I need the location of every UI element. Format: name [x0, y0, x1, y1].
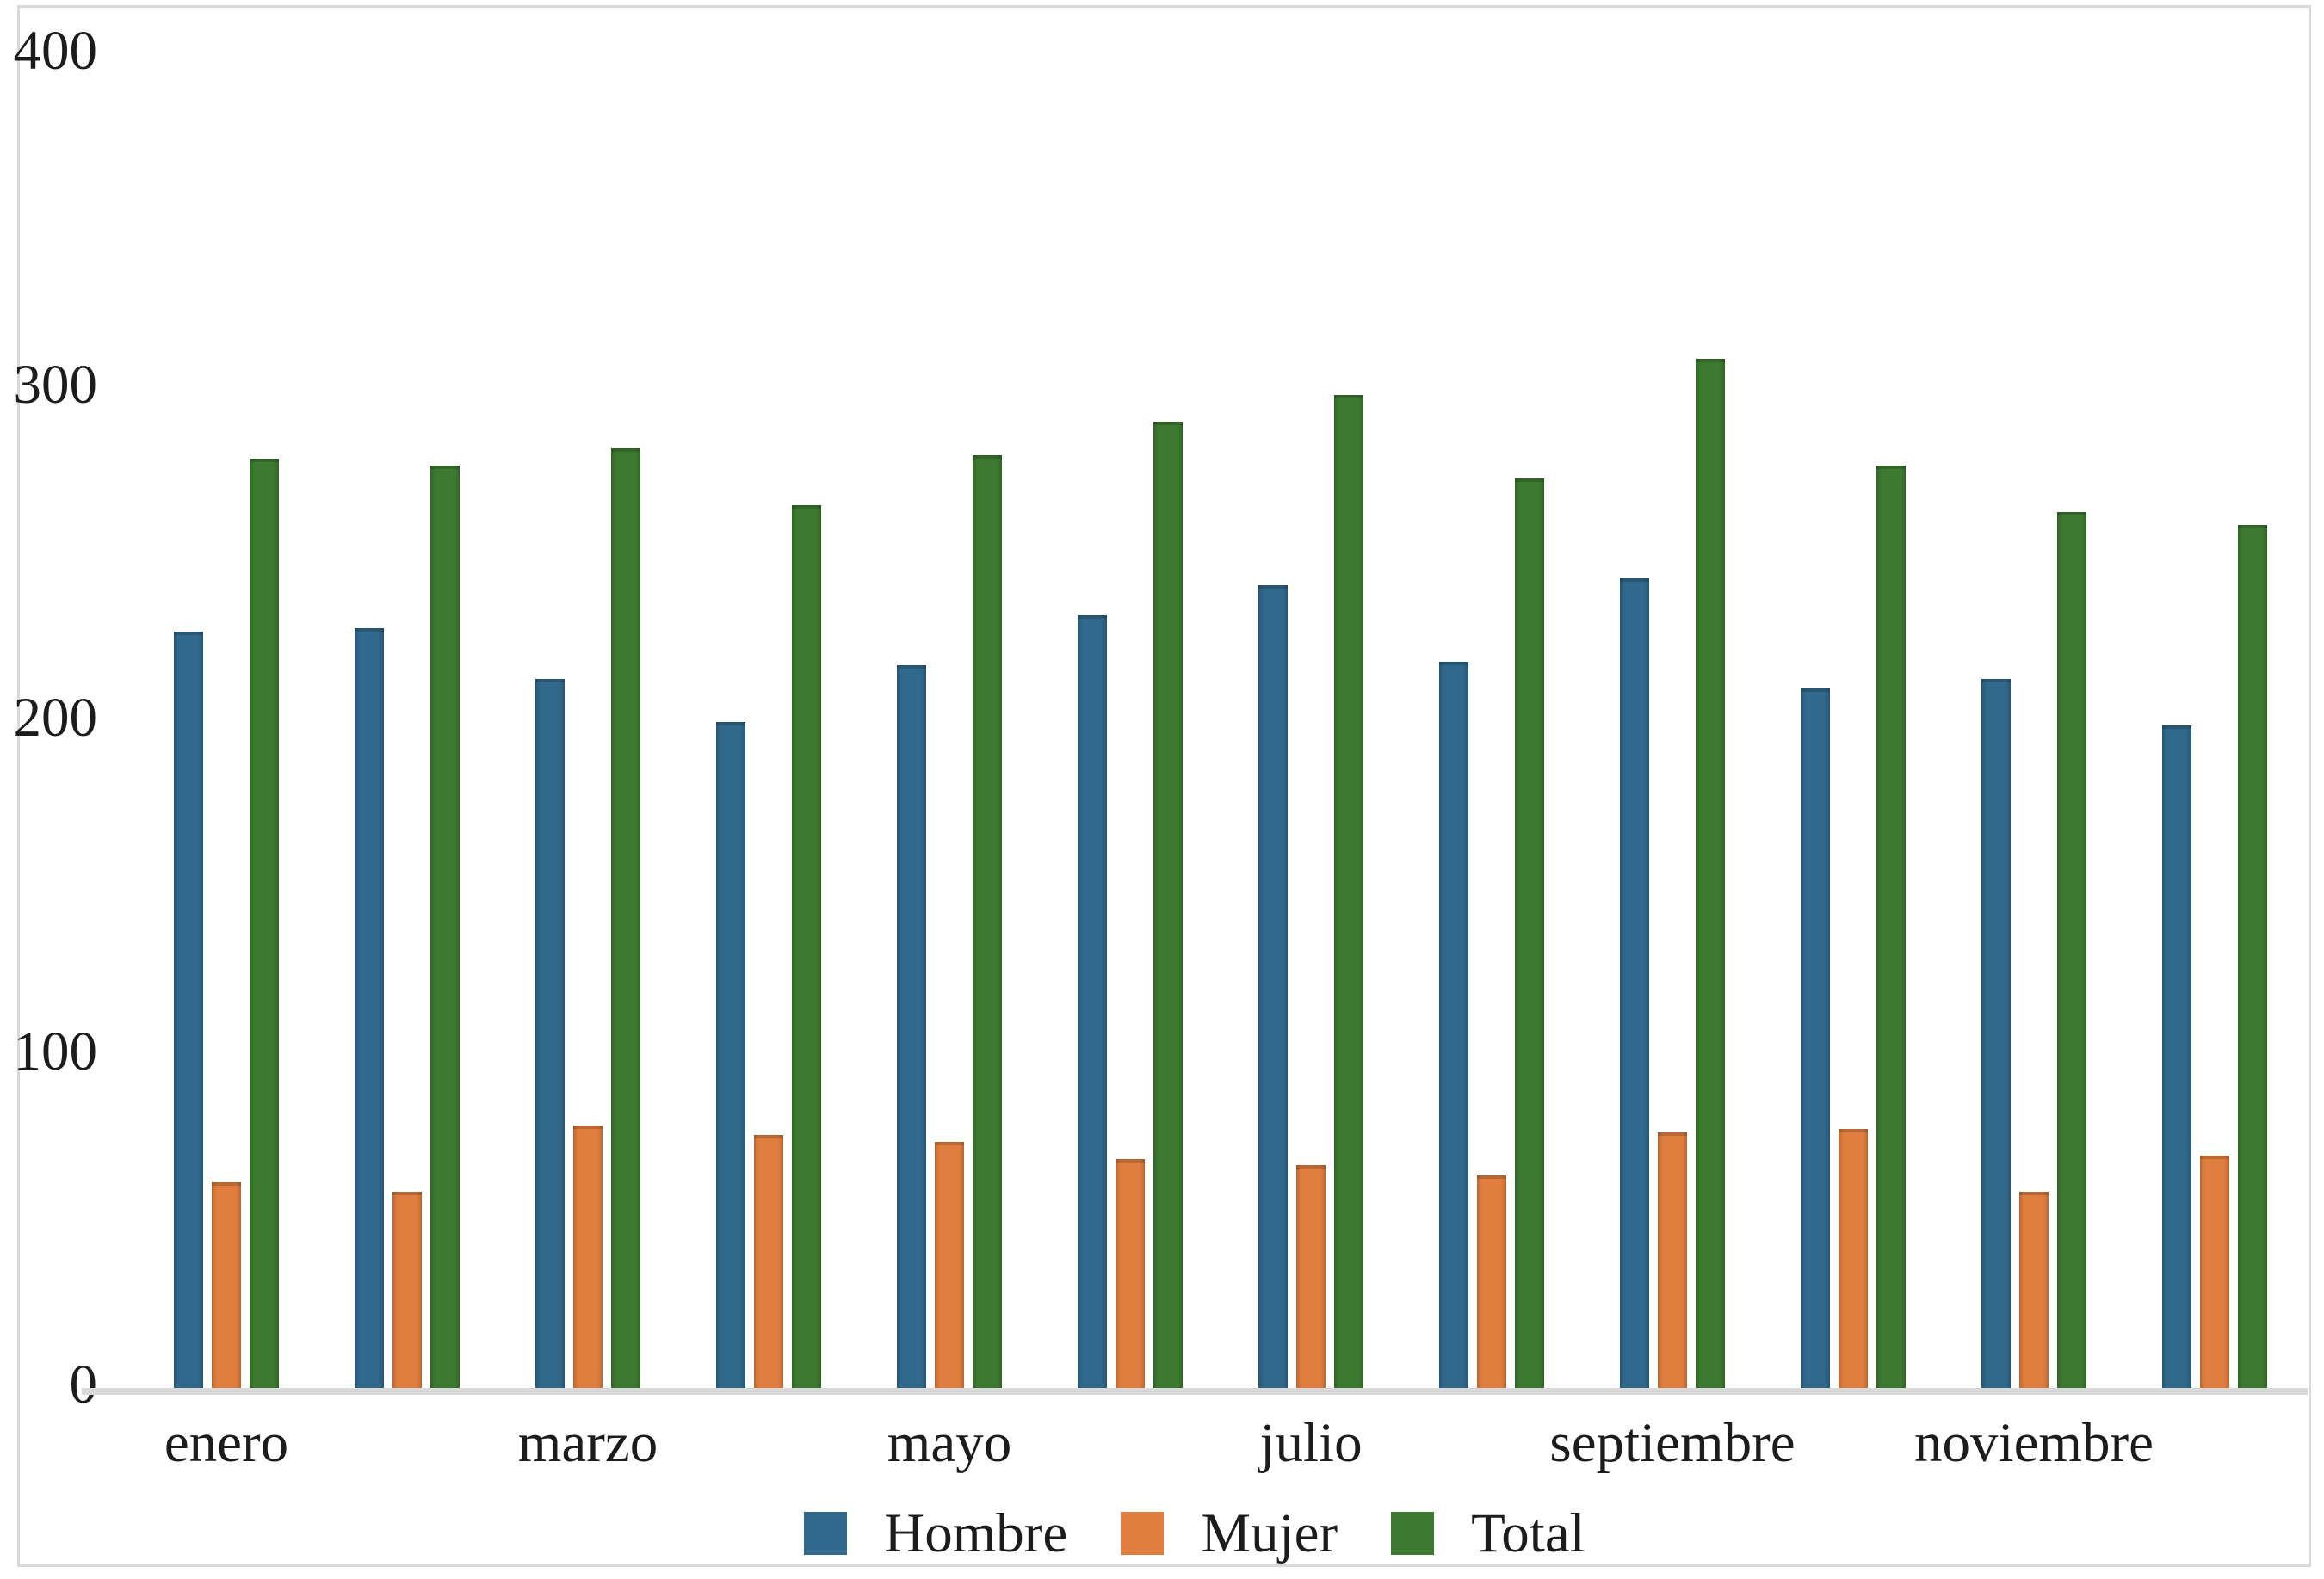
bar-total-junio — [1153, 422, 1183, 1389]
legend-label-hombre: Hombre — [884, 1502, 1068, 1564]
bar-mujer-diciembre — [2200, 1156, 2229, 1389]
x-axis-label-enero: enero — [164, 1412, 289, 1474]
legend-swatch-hombre — [804, 1512, 848, 1555]
y-axis-tick-label: 400 — [13, 20, 98, 82]
bar-hombre-junio — [1078, 615, 1107, 1389]
bar-mujer-julio — [1296, 1165, 1326, 1389]
legend-label-mujer: Mujer — [1201, 1502, 1338, 1564]
legend-label-total: Total — [1471, 1502, 1585, 1564]
bar-hombre-julio — [1258, 585, 1288, 1389]
legend-swatch-total — [1391, 1512, 1435, 1555]
bar-total-febrero — [430, 466, 460, 1389]
bar-hombre-marzo — [535, 679, 565, 1389]
x-axis-label-julio: julio — [1259, 1412, 1363, 1474]
bar-mujer-agosto — [1477, 1175, 1506, 1389]
bar-hombre-febrero — [355, 628, 384, 1389]
bar-mujer-octubre — [1839, 1129, 1868, 1389]
legend-item-hombre: Hombre — [804, 1502, 1068, 1564]
bar-hombre-diciembre — [2162, 725, 2191, 1389]
legend-item-total: Total — [1391, 1502, 1585, 1564]
x-axis-label-septiembre: septiembre — [1549, 1412, 1796, 1474]
y-axis-tick-label: 0 — [69, 1354, 98, 1416]
bar-mujer-noviembre — [2019, 1192, 2049, 1389]
legend: Hombre Mujer Total — [82, 1502, 2308, 1564]
bar-mujer-abril — [754, 1135, 783, 1389]
bar-hombre-octubre — [1801, 688, 1830, 1389]
bar-hombre-mayo — [897, 665, 926, 1389]
x-axis-line — [82, 1388, 2308, 1395]
bar-total-abril — [792, 505, 821, 1389]
bar-total-enero — [250, 459, 279, 1389]
x-axis-label-marzo: marzo — [517, 1412, 658, 1474]
bar-total-octubre — [1876, 466, 1906, 1389]
bar-total-mayo — [973, 455, 1002, 1389]
bar-mujer-enero — [212, 1182, 241, 1389]
chart-border-frame — [17, 5, 2311, 1567]
legend-swatch-mujer — [1121, 1512, 1165, 1555]
bar-mujer-mayo — [935, 1142, 964, 1389]
bar-total-diciembre — [2238, 525, 2267, 1389]
y-axis-tick-label: 100 — [13, 1020, 98, 1082]
legend-item-mujer: Mujer — [1121, 1502, 1338, 1564]
bar-total-julio — [1334, 395, 1363, 1389]
bar-mujer-marzo — [573, 1126, 603, 1389]
bar-hombre-septiembre — [1620, 578, 1649, 1389]
bar-total-noviembre — [2057, 512, 2086, 1389]
y-axis-tick-label: 300 — [13, 353, 98, 416]
bar-hombre-abril — [716, 722, 745, 1389]
bar-total-septiembre — [1696, 359, 1725, 1389]
bar-mujer-junio — [1116, 1159, 1145, 1389]
bar-hombre-enero — [174, 632, 203, 1389]
bar-hombre-noviembre — [1981, 679, 2011, 1389]
x-axis-label-noviembre: noviembre — [1914, 1412, 2154, 1474]
bar-mujer-febrero — [392, 1192, 422, 1389]
bar-hombre-agosto — [1439, 662, 1468, 1389]
bar-total-marzo — [611, 448, 640, 1389]
y-axis-tick-label: 200 — [13, 687, 98, 749]
bar-mujer-septiembre — [1658, 1132, 1687, 1389]
bar-total-agosto — [1515, 478, 1544, 1389]
x-axis-label-mayo: mayo — [887, 1412, 1012, 1474]
